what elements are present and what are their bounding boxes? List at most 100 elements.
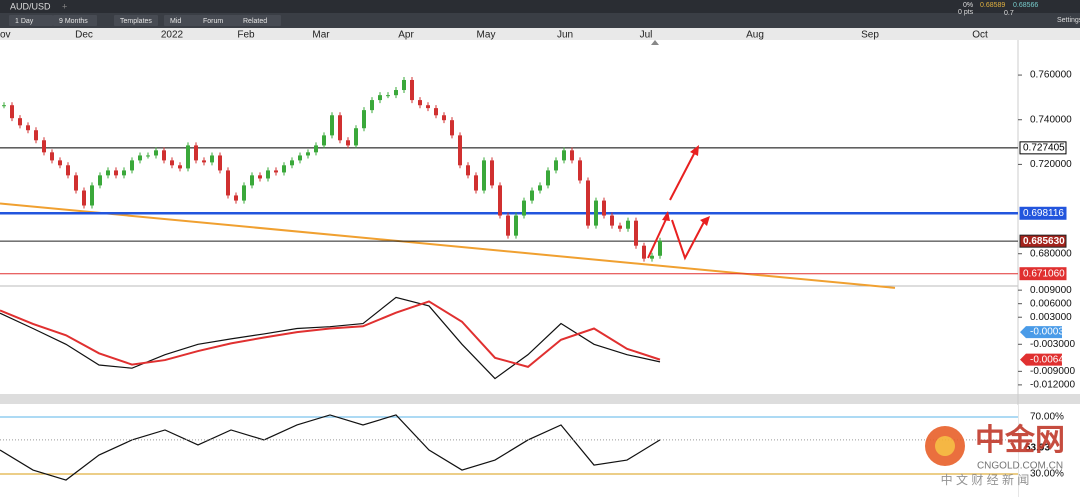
toolbar-button[interactable] <box>197 15 241 26</box>
candle <box>194 145 198 161</box>
now-marker <box>651 40 659 45</box>
candle <box>650 255 654 259</box>
y-tick-label: 0.003000 <box>1030 312 1072 323</box>
candle <box>10 105 14 119</box>
toolbar <box>0 13 1080 28</box>
month-label: ov <box>0 30 11 41</box>
level-box <box>1019 206 1067 220</box>
quote-info: 0.68566 <box>1013 2 1038 9</box>
candle <box>18 118 22 126</box>
y-tick-label: 0.720000 <box>1030 159 1072 170</box>
candle <box>58 160 62 166</box>
level-box <box>1019 234 1067 248</box>
candle <box>322 135 326 146</box>
candle <box>154 150 158 156</box>
candle <box>506 215 510 236</box>
candle <box>330 115 334 136</box>
candle <box>202 160 206 163</box>
toolbar-button[interactable] <box>237 15 281 26</box>
toolbar-button-label[interactable]: Related <box>243 18 267 25</box>
candle <box>362 110 366 129</box>
candle <box>458 135 462 166</box>
toolbar-button-label[interactable]: Templates <box>120 18 152 25</box>
candle <box>594 200 598 226</box>
candle <box>282 165 286 173</box>
toolbar-button-label[interactable]: 1 Day <box>15 18 34 25</box>
candle <box>570 150 574 161</box>
candle <box>554 160 558 171</box>
candle <box>354 128 358 146</box>
candle <box>394 90 398 96</box>
time-axis <box>0 28 1080 40</box>
quote-info: 0.68589 <box>980 2 1005 9</box>
y-tick-label: 0.680000 <box>1030 248 1072 259</box>
candle <box>378 95 382 101</box>
y-tick-label: 70.00% <box>1030 412 1064 423</box>
level-box <box>1019 141 1067 155</box>
level-label: 0.671060 <box>1023 268 1065 279</box>
toolbar-button-label[interactable]: 9 Months <box>59 18 88 25</box>
toolbar-button-label[interactable]: Mid <box>170 18 181 25</box>
candle <box>74 175 78 191</box>
slogan: 中 文 财 经 新 闻 <box>941 472 1030 487</box>
candle <box>626 220 630 229</box>
candle <box>306 152 310 156</box>
arrow <box>647 214 669 259</box>
arrow <box>671 219 706 261</box>
candle <box>218 155 222 171</box>
candle <box>402 79 406 91</box>
candle <box>234 195 238 201</box>
candle <box>226 170 230 196</box>
candle <box>418 100 422 106</box>
value-marker-label: -0.0064 <box>1030 354 1064 365</box>
candle <box>266 170 270 179</box>
arrow <box>669 149 697 201</box>
candle <box>426 105 430 109</box>
month-label: 2022 <box>161 30 184 41</box>
forecast-arrows <box>647 149 706 261</box>
candle <box>122 170 126 176</box>
macd-line <box>0 296 661 380</box>
toolbar-button-label[interactable]: Forum <box>203 18 223 25</box>
y-tick-label: 0.740000 <box>1030 114 1072 125</box>
month-label: Jun <box>557 30 573 41</box>
candle <box>82 190 86 206</box>
month-label: Aug <box>746 30 764 41</box>
candle <box>186 145 190 169</box>
candle <box>2 105 6 107</box>
candle <box>474 175 478 191</box>
candle <box>178 165 182 169</box>
y-tick-label: -0.009000 <box>1030 366 1075 377</box>
candle <box>66 165 70 176</box>
candle <box>258 175 262 179</box>
toolbar-button[interactable] <box>53 15 97 26</box>
candle <box>162 150 166 161</box>
candle <box>442 115 446 121</box>
arrow-head <box>662 211 670 221</box>
symbol-tab[interactable]: AUD/USD <box>10 1 51 11</box>
month-label: Mar <box>312 30 330 41</box>
value-marker <box>1020 326 1062 339</box>
rsi-line <box>0 414 661 481</box>
candle <box>610 215 614 226</box>
candle <box>546 170 550 186</box>
candle <box>514 215 518 236</box>
month-label: Oct <box>972 30 988 41</box>
new-tab[interactable]: + <box>62 1 67 11</box>
level-label: 0.727405 <box>1023 143 1065 154</box>
candle <box>482 160 486 191</box>
month-label: May <box>477 30 496 41</box>
settings-button[interactable]: Settings <box>1057 17 1080 24</box>
value-marker <box>1020 353 1062 366</box>
candle <box>50 152 54 161</box>
candle <box>450 120 454 136</box>
toolbar-button[interactable] <box>114 15 158 26</box>
candle <box>522 200 526 216</box>
arrow-head <box>690 145 699 156</box>
candle <box>586 180 590 226</box>
y-tick-label: -0.003000 <box>1030 339 1075 350</box>
toolbar-button[interactable] <box>9 15 53 26</box>
site: CNGOLD.COM.CN <box>977 461 1063 472</box>
tab-bar <box>0 0 1080 13</box>
